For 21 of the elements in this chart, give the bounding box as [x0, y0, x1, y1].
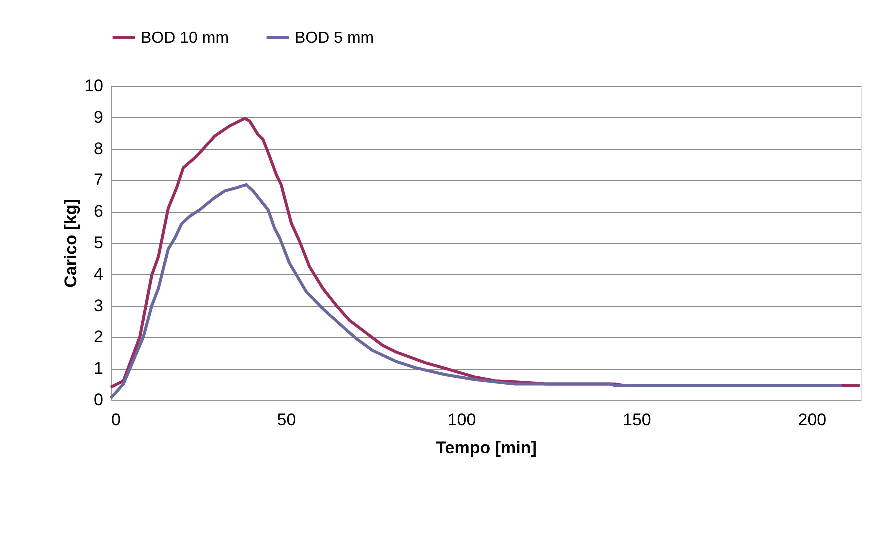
y-tick-label: 8	[94, 139, 104, 158]
y-tick-label: 4	[94, 264, 104, 284]
y-tick-label: 3	[94, 296, 104, 316]
x-tick-label: 100	[448, 410, 476, 430]
y-tick-label: 7	[94, 170, 104, 190]
y-tick-label: 5	[94, 234, 104, 252]
x-axis-title: Tempo [min]	[436, 438, 537, 458]
x-tick-label: 200	[798, 410, 827, 430]
x-tick-label: 50	[277, 410, 296, 430]
y-tick-label: 10	[84, 76, 104, 96]
legend-label: BOD 5 mm	[295, 30, 374, 47]
y-axis-title: Carico [kg]	[62, 199, 81, 288]
x-tick-label: 0	[112, 410, 121, 430]
y-tick-label: 1	[94, 359, 104, 378]
legend-label: BOD 10 mm	[141, 30, 230, 47]
y-tick-label: 2	[94, 328, 104, 347]
x-tick-label: 150	[623, 410, 652, 430]
line-series	[110, 183, 844, 400]
y-tick-label: 9	[94, 108, 104, 127]
y-tick-label: 6	[94, 202, 104, 222]
y-tick-label: 0	[94, 390, 104, 410]
